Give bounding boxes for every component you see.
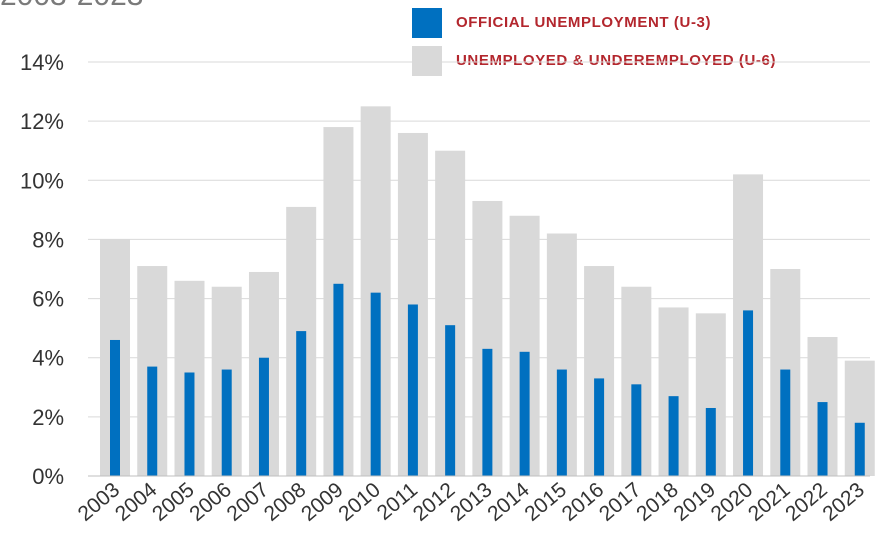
bar-u3 [743, 310, 754, 476]
y-tick-label: 6% [32, 287, 64, 312]
bar-u3 [370, 292, 381, 476]
x-tick-label: 2009 [297, 478, 348, 526]
x-tick-label: 2014 [483, 478, 534, 526]
x-tick-label: 2005 [148, 478, 199, 526]
x-tick-label: 2020 [707, 478, 758, 526]
x-tick-label: 2022 [781, 478, 832, 526]
y-tick-label: 2% [32, 405, 64, 430]
x-tick-label: 2021 [744, 478, 795, 526]
x-tick-label: 2011 [373, 478, 422, 525]
y-tick-label: 8% [32, 227, 64, 252]
x-tick-label: 2019 [669, 478, 720, 526]
bar-u3 [556, 369, 567, 476]
bar-u3 [333, 283, 344, 476]
legend-label-u3: OFFICIAL UNEMPLOYMENT (U-3) [456, 14, 712, 31]
legend-label-u6: UNEMPLOYED & UNDEREMPLOYED (U-6) [456, 52, 777, 69]
bar-u3 [184, 372, 195, 476]
x-tick-label: 2006 [185, 478, 236, 526]
y-tick-label: 10% [20, 168, 64, 193]
y-tick-label: 4% [32, 346, 64, 371]
legend-swatch-u6 [412, 46, 442, 76]
bar-u3 [631, 384, 642, 476]
x-tick-label: 2013 [446, 478, 497, 526]
x-tick-label: 2017 [595, 478, 646, 526]
chart-title-fragment: 2003-2023 [0, 0, 143, 13]
bar-u3 [854, 422, 865, 476]
bar-u3 [296, 331, 307, 476]
x-tick-label: 2003 [74, 478, 125, 526]
bar-u3 [668, 396, 679, 476]
x-tick-label: 2018 [632, 478, 683, 526]
x-tick-label: 2004 [111, 478, 162, 526]
y-tick-label: 0% [32, 464, 64, 489]
x-tick-label: 2023 [818, 478, 869, 526]
bar-u3 [407, 304, 418, 476]
bar-u3 [817, 402, 828, 476]
x-tick-label: 2010 [334, 478, 385, 526]
bar-u3 [519, 351, 530, 476]
bar-u3 [445, 325, 456, 476]
x-tick-label: 2008 [260, 478, 311, 526]
x-tick-label: 2012 [409, 478, 460, 526]
bar-u3 [594, 378, 605, 476]
bar-u3 [258, 357, 269, 476]
x-tick-label: 2016 [558, 478, 609, 526]
bar-u3 [780, 369, 791, 476]
bar-u3 [110, 339, 120, 476]
x-tick-label: 2007 [223, 478, 274, 526]
bar-u3 [221, 369, 232, 476]
bar-u3 [482, 348, 493, 476]
bar-u3 [705, 407, 716, 476]
legend-swatch-u3 [412, 8, 442, 38]
bar-u3 [147, 366, 158, 476]
x-tick-label: 2015 [520, 478, 571, 526]
y-tick-label: 12% [20, 109, 64, 134]
y-tick-label: 14% [20, 50, 64, 75]
